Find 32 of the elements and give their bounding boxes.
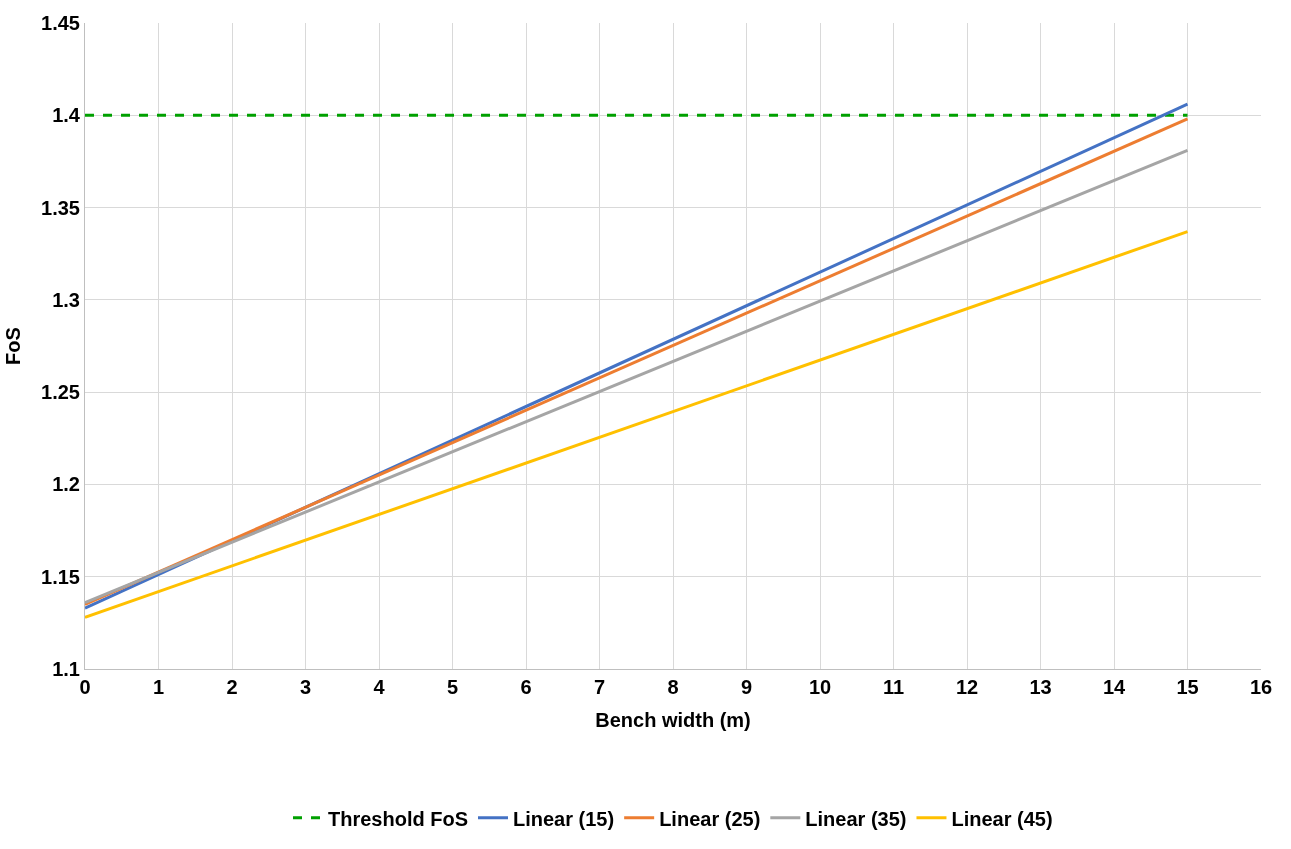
y-tick-label: 1.25	[41, 381, 80, 404]
x-tick-label: 9	[740, 676, 753, 698]
x-tick-label: 8	[667, 676, 679, 698]
x-tick-label: 14	[1102, 676, 1126, 698]
legend-label: Linear (25)	[659, 807, 761, 830]
y-tick-label: 1.3	[52, 288, 80, 311]
x-tick-label: 16	[1249, 676, 1273, 698]
legend-label: Linear (15)	[513, 807, 615, 830]
x-tick-label: 2	[226, 676, 238, 698]
x-tick-label: 10	[808, 676, 832, 698]
x-tick-label: 3	[299, 676, 312, 698]
x-tick-label: 7	[593, 676, 606, 698]
x-tick-label: 15	[1176, 676, 1199, 698]
y-tick-label: 1.4	[52, 104, 81, 127]
x-tick-label: 4	[373, 676, 386, 698]
x-tick-label: 11	[882, 676, 905, 698]
x-tick-label: 0	[79, 676, 91, 698]
y-tick-label: 1.15	[41, 565, 80, 588]
y-tick-label: 1.2	[52, 473, 80, 496]
x-tick-label: 6	[520, 676, 532, 698]
x-tick-label: 1	[152, 676, 165, 698]
y-tick-label: 1.1	[52, 658, 80, 680]
y-tick-label: 1.35	[41, 196, 80, 219]
y-axis-title: FoS	[1, 327, 24, 365]
x-tick-label: 5	[446, 676, 459, 698]
legend-label: Linear (35)	[805, 807, 907, 830]
legend-label: Linear (45)	[951, 807, 1053, 830]
x-axis-title: Bench width (m)	[595, 708, 751, 731]
y-tick-label: 1.45	[41, 12, 80, 34]
legend-label: Threshold FoS	[328, 807, 468, 830]
x-tick-label: 12	[955, 676, 979, 698]
x-tick-label: 13	[1029, 676, 1052, 698]
